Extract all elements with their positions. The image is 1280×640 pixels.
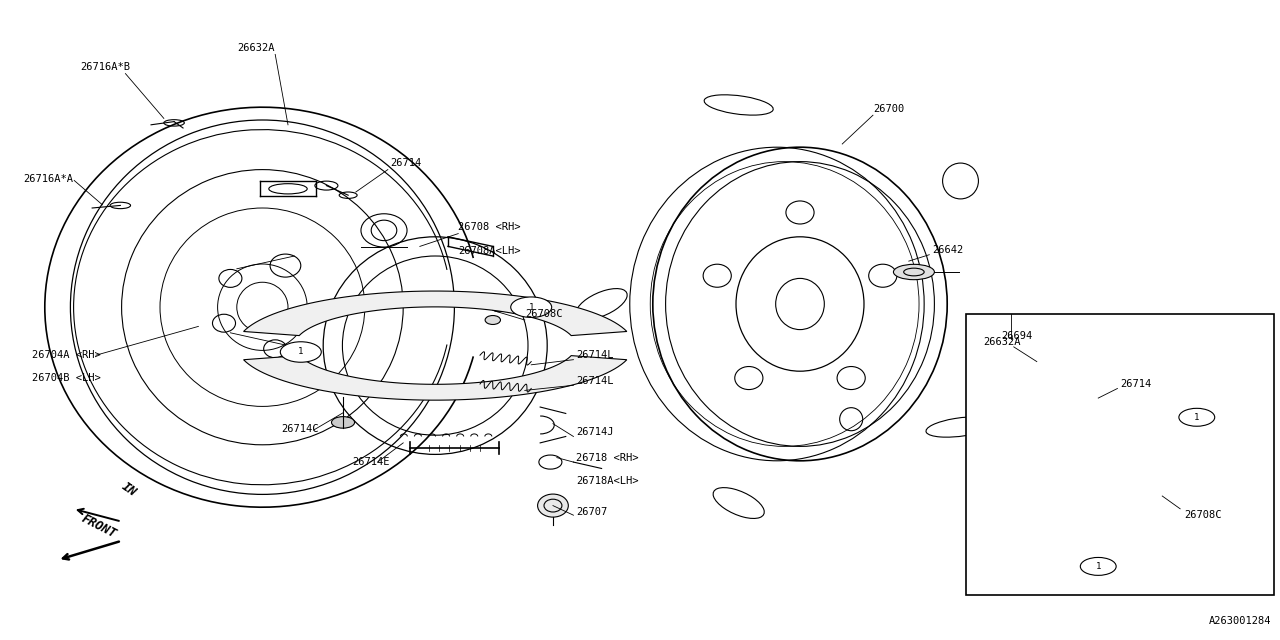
Text: 26708 <RH>: 26708 <RH>	[458, 222, 521, 232]
Text: 1: 1	[1096, 562, 1101, 571]
Text: 26708C: 26708C	[1184, 510, 1221, 520]
Text: 26714J: 26714J	[576, 427, 613, 437]
Text: 26632A: 26632A	[237, 43, 274, 53]
Text: 26714: 26714	[1120, 379, 1151, 389]
Text: 26708A<LH>: 26708A<LH>	[458, 246, 521, 256]
Text: 1: 1	[1194, 413, 1199, 422]
Circle shape	[1080, 557, 1116, 575]
Circle shape	[280, 342, 321, 362]
Bar	[966, 314, 1274, 595]
Ellipse shape	[332, 417, 355, 428]
Ellipse shape	[893, 264, 934, 280]
Text: 26716A*B: 26716A*B	[81, 62, 131, 72]
Text: 26632A: 26632A	[983, 337, 1020, 348]
Text: 26714E: 26714E	[352, 457, 389, 467]
Text: IN: IN	[119, 480, 138, 499]
Ellipse shape	[485, 316, 500, 324]
Text: 26707: 26707	[576, 507, 607, 517]
Ellipse shape	[1071, 394, 1092, 402]
Text: 26642: 26642	[932, 244, 963, 255]
Polygon shape	[243, 356, 627, 400]
Text: 26716A*A: 26716A*A	[23, 174, 73, 184]
Polygon shape	[1002, 475, 1187, 497]
Text: FRONT: FRONT	[79, 512, 119, 541]
Text: 26714: 26714	[390, 158, 421, 168]
Ellipse shape	[492, 303, 507, 312]
Text: 26718 <RH>: 26718 <RH>	[576, 452, 639, 463]
Text: 26700: 26700	[873, 104, 904, 114]
Text: 26714C: 26714C	[282, 424, 319, 434]
Text: 26704A <RH>: 26704A <RH>	[32, 350, 101, 360]
Text: A263001284: A263001284	[1208, 616, 1271, 626]
Text: 26694: 26694	[1001, 331, 1032, 341]
Circle shape	[511, 297, 552, 317]
Text: 26708C: 26708C	[525, 308, 562, 319]
Ellipse shape	[1015, 357, 1038, 366]
Circle shape	[1179, 408, 1215, 426]
Text: 26704B <LH>: 26704B <LH>	[32, 372, 101, 383]
Polygon shape	[1002, 444, 1187, 466]
Text: 26714L: 26714L	[576, 350, 613, 360]
Ellipse shape	[1140, 493, 1158, 502]
Ellipse shape	[538, 494, 568, 517]
Text: 1: 1	[298, 348, 303, 356]
Text: 26718A<LH>: 26718A<LH>	[576, 476, 639, 486]
Polygon shape	[243, 291, 627, 335]
Text: 26714L: 26714L	[576, 376, 613, 386]
Text: 1: 1	[529, 303, 534, 312]
